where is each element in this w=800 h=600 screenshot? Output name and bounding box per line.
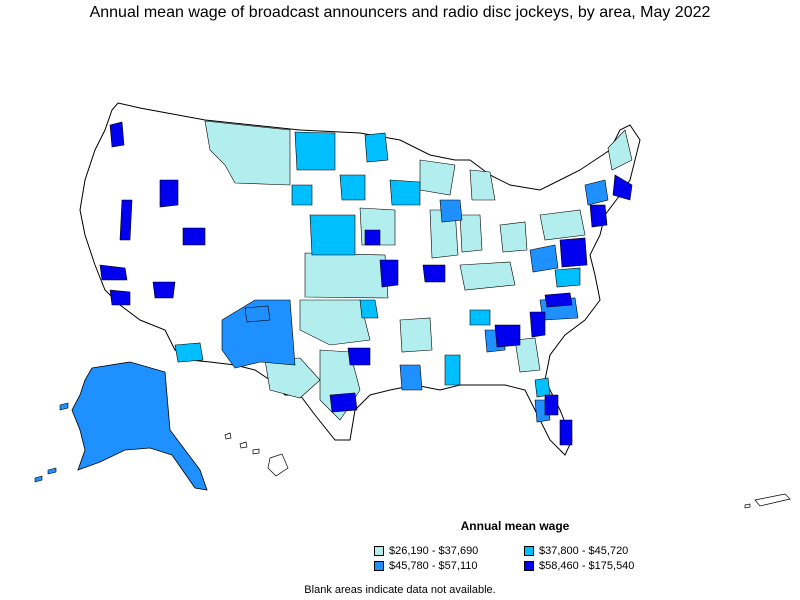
legend-swatch-tier2 xyxy=(524,546,534,556)
area-oklahoma-city xyxy=(347,347,371,366)
area-maine xyxy=(607,129,633,171)
area-oklahoma xyxy=(299,299,371,346)
area-boston xyxy=(612,174,633,201)
area-louisiana xyxy=(399,364,423,391)
legend-label-tier1: $26,190 - $37,690 xyxy=(389,545,479,557)
area-dc xyxy=(559,237,588,268)
area-new-mexico xyxy=(221,299,296,369)
area-atlanta xyxy=(529,311,546,338)
area-west-virginia xyxy=(529,244,559,273)
area-charlotte xyxy=(544,292,573,308)
area-wisconsin-north xyxy=(419,159,456,196)
area-virginia xyxy=(554,267,581,288)
area-georgia xyxy=(514,337,541,373)
area-north-dakota-west xyxy=(294,131,336,171)
legend-swatch-tier3 xyxy=(374,561,384,571)
area-arkansas xyxy=(399,317,433,353)
legend-item-tier3: $45,780 - $57,110 xyxy=(374,560,477,572)
hawaii-islands xyxy=(224,432,289,477)
area-seattle xyxy=(109,121,125,148)
area-kansas-city xyxy=(379,259,399,288)
area-arizona-south xyxy=(174,342,204,363)
legend-item-tier4: $58,460 - $175,540 xyxy=(524,560,634,572)
area-nashville xyxy=(494,324,521,348)
area-dakota-central xyxy=(339,174,366,201)
legend-swatch-tier1 xyxy=(374,546,384,556)
legend-title: Annual mean wage xyxy=(460,519,570,533)
area-indiana xyxy=(459,214,483,253)
area-kentucky xyxy=(459,261,516,291)
area-new-york xyxy=(584,179,609,206)
area-nevada-north xyxy=(119,199,133,241)
area-orlando xyxy=(544,394,559,416)
area-sf xyxy=(99,264,128,281)
legend-label-tier3: $45,780 - $57,110 xyxy=(389,560,478,572)
area-pennsylvania xyxy=(539,209,586,241)
area-la xyxy=(109,289,131,306)
area-alabama xyxy=(444,354,461,386)
area-montana xyxy=(204,120,291,186)
area-south-dakota xyxy=(309,214,356,256)
area-st-louis xyxy=(422,264,446,283)
area-nyc xyxy=(589,204,608,228)
area-minneapolis xyxy=(364,229,381,246)
map-title: Annual mean wage of broadcast announcers… xyxy=(89,4,711,21)
area-idaho xyxy=(159,179,179,208)
territory-islands xyxy=(744,493,791,509)
tier4-areas xyxy=(99,121,633,446)
area-wisconsin-south xyxy=(439,199,463,223)
alaska-outline xyxy=(71,361,208,491)
area-houston xyxy=(329,392,358,413)
area-wyoming xyxy=(291,184,313,206)
legend-label-tier4: $58,460 - $175,540 xyxy=(539,560,635,572)
area-vegas xyxy=(152,281,176,299)
area-miami xyxy=(559,419,573,446)
legend-label-tier2: $37,800 - $45,720 xyxy=(539,545,629,557)
area-utah xyxy=(182,227,206,246)
legend-swatch-tier4 xyxy=(524,561,534,571)
alaska-islands xyxy=(34,402,69,483)
area-minnesota-north xyxy=(364,132,389,163)
area-michigan xyxy=(469,169,496,201)
area-arizona-north xyxy=(244,305,271,323)
legend-item-tier2: $37,800 - $45,720 xyxy=(524,545,628,557)
area-florida-central xyxy=(534,377,551,398)
area-tennessee xyxy=(469,309,491,326)
area-kansas xyxy=(304,252,389,299)
area-iowa xyxy=(389,179,421,206)
tier2-areas xyxy=(174,131,581,398)
blank-areas-note: Blank areas indicate data not available. xyxy=(304,584,496,596)
area-missouri xyxy=(359,299,379,319)
area-ohio xyxy=(499,221,528,253)
legend-item-tier1: $26,190 - $37,690 xyxy=(374,545,478,557)
